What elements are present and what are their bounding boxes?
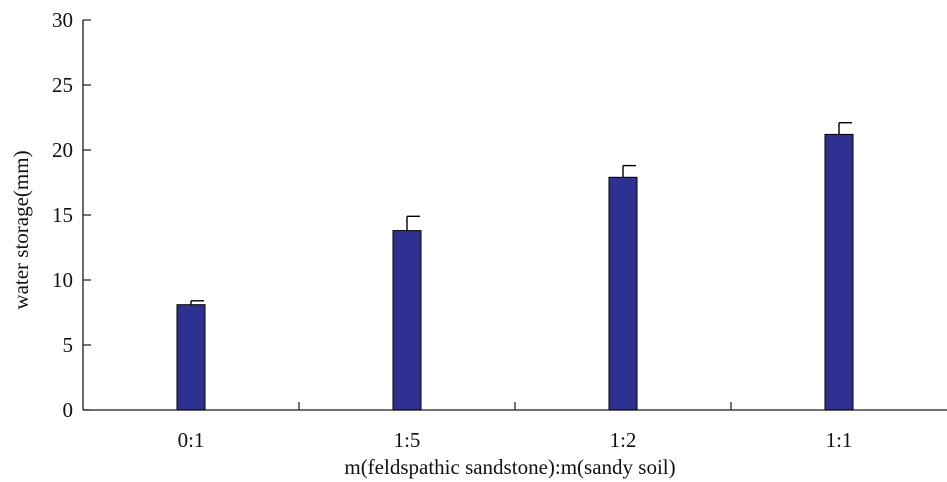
y-tick-label: 25 xyxy=(52,73,73,97)
bar xyxy=(608,176,638,411)
x-axis-title: m(feldspathic sandstone):m(sandy soil) xyxy=(344,455,675,479)
y-axis-title: water storage(mm) xyxy=(9,150,33,309)
y-tick-label: 20 xyxy=(52,138,73,162)
bar xyxy=(392,230,422,411)
x-tick-label: 1:1 xyxy=(826,428,853,452)
bar xyxy=(176,304,206,411)
x-tick-label: 0:1 xyxy=(178,428,205,452)
x-axis: 0:1 1:5 1:2 1:1 xyxy=(83,402,947,452)
y-tick-label: 30 xyxy=(52,8,73,32)
y-tick-label: 10 xyxy=(52,268,73,292)
bar xyxy=(824,133,854,411)
y-tick-label: 5 xyxy=(63,333,74,357)
x-tick-label: 1:2 xyxy=(610,428,637,452)
y-tick-label: 15 xyxy=(52,203,73,227)
x-tick-label: 1:5 xyxy=(394,428,421,452)
bars xyxy=(176,121,854,411)
y-axis: 0 5 10 15 20 25 30 xyxy=(52,8,91,422)
y-tick-label: 0 xyxy=(63,398,74,422)
